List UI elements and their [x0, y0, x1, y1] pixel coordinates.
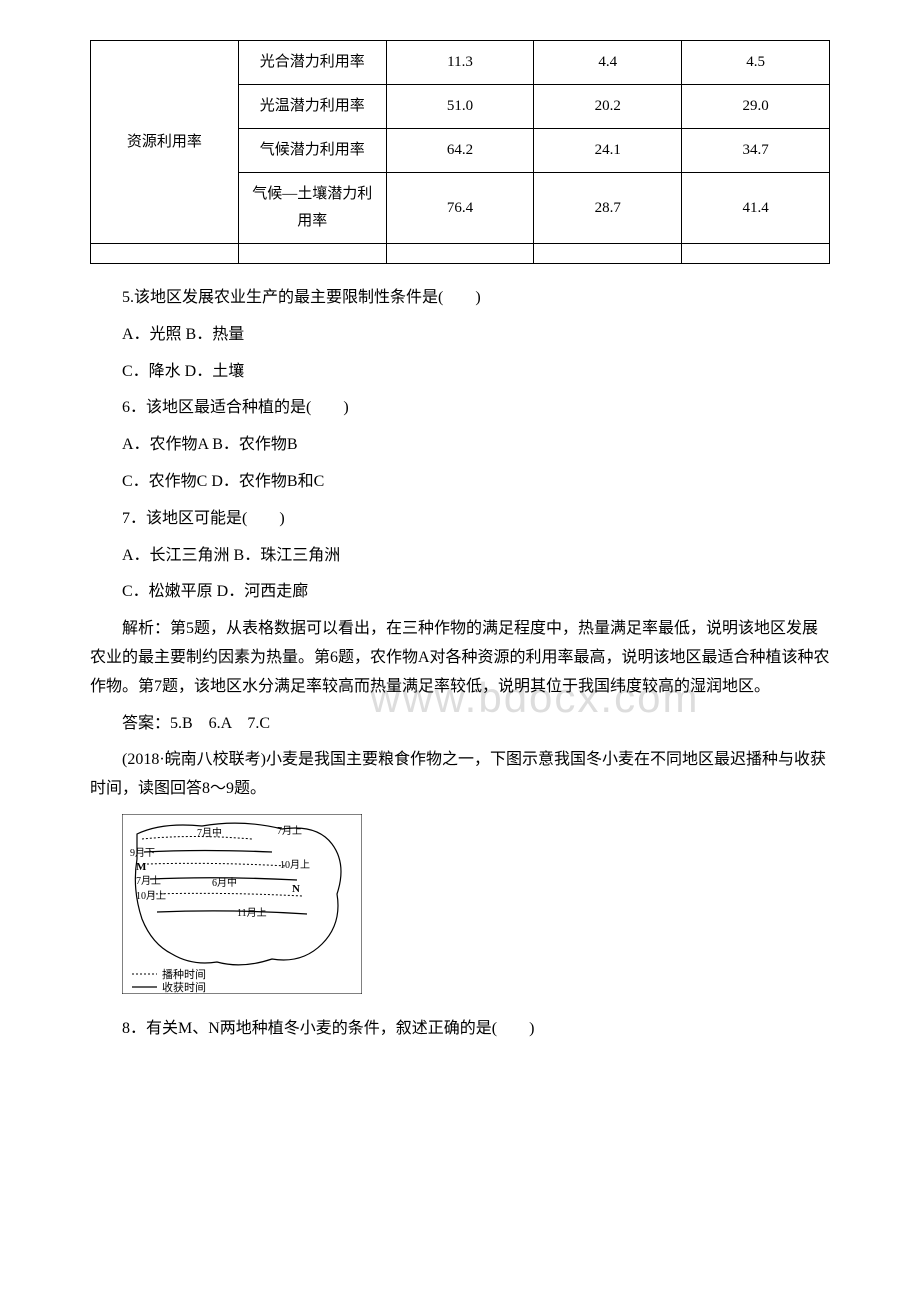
explanation-text: 解析：第5题，从表格数据可以看出，在三种作物的满足程度中，热量满足率最低，说明该… [90, 615, 830, 701]
table-cell: 64.2 [386, 129, 534, 173]
table-cell: 4.5 [682, 41, 830, 85]
map-label: 9月下 [130, 847, 155, 859]
table-cell: 29.0 [682, 85, 830, 129]
map-label-m: M [136, 861, 147, 873]
question-5-options-cd: C．降水 D．土壤 [90, 358, 830, 387]
question-5-options-ab: A．光照 B．热量 [90, 321, 830, 350]
sub-label: 光合潜力利用率 [238, 41, 386, 85]
map-label: 7月上 [136, 875, 161, 887]
map-label: 11月上 [237, 907, 267, 919]
question-7-stem: 7．该地区可能是( ) [90, 505, 830, 534]
sub-label: 光温潜力利用率 [238, 85, 386, 129]
context-8-9: (2018·皖南八校联考)小麦是我国主要粮食作物之一，下图示意我国冬小麦在不同地… [90, 746, 830, 804]
question-8-stem: 8．有关M、N两地种植冬小麦的条件，叙述正确的是( ) [90, 1015, 830, 1044]
map-label: 10月上 [136, 890, 166, 902]
china-wheat-map: 7月中 7月上 9月下 M 7月上 10月上 6月中 10月上 11月上 N 播… [122, 814, 362, 1005]
sub-label: 气候潜力利用率 [238, 129, 386, 173]
question-6-stem: 6．该地区最适合种植的是( ) [90, 394, 830, 423]
table-cell: 41.4 [682, 173, 830, 244]
table-cell: 20.2 [534, 85, 682, 129]
answer-text: 答案：5.B 6.A 7.C [90, 710, 830, 739]
rowspan-label: 资源利用率 [91, 41, 239, 244]
table-cell: 51.0 [386, 85, 534, 129]
question-6-options-cd: C．农作物C D．农作物B和C [90, 468, 830, 497]
table-cell: 24.1 [534, 129, 682, 173]
legend-harvest: 收获时间 [162, 980, 206, 994]
map-svg: 7月中 7月上 9月下 M 7月上 10月上 6月中 10月上 11月上 N 播… [122, 814, 362, 994]
question-5-stem: 5.该地区发展农业生产的最主要限制性条件是( ) [90, 284, 830, 313]
map-label: 7月上 [277, 825, 302, 837]
question-7-options-ab: A．长江三角洲 B．珠江三角洲 [90, 542, 830, 571]
table-cell: 28.7 [534, 173, 682, 244]
table-row: 资源利用率 光合潜力利用率 11.3 4.4 4.5 [91, 41, 830, 85]
table-empty-row [91, 244, 830, 264]
question-6-options-ab: A．农作物A B．农作物B [90, 431, 830, 460]
table-cell: 4.4 [534, 41, 682, 85]
table-cell: 76.4 [386, 173, 534, 244]
sub-label: 气候—土壤潜力利用率 [238, 173, 386, 244]
map-label: 10月上 [280, 859, 310, 871]
map-label: 6月中 [212, 876, 237, 889]
resource-utilization-table: 资源利用率 光合潜力利用率 11.3 4.4 4.5 光温潜力利用率 51.0 … [90, 40, 830, 264]
map-label-n: N [292, 883, 300, 895]
table-cell: 11.3 [386, 41, 534, 85]
map-label: 7月中 [197, 826, 222, 839]
question-7-options-cd: C．松嫩平原 D．河西走廊 [90, 578, 830, 607]
legend-sowing: 播种时间 [162, 967, 206, 981]
table-cell: 34.7 [682, 129, 830, 173]
